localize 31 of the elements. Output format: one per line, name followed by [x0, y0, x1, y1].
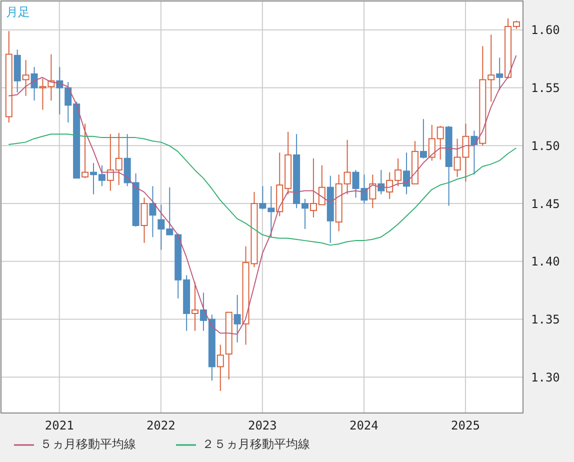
candlestick [140, 197, 148, 244]
candlestick [234, 294, 241, 343]
y-tick-label: 1.55 [531, 81, 560, 96]
x-tick-label: 2024 [349, 418, 378, 433]
x-tick-label: 2021 [44, 418, 74, 433]
y-tick-label: 1.35 [531, 312, 560, 327]
candlestick [496, 57, 504, 91]
y-tick-label: 1.40 [531, 254, 560, 269]
x-tick-label: 2023 [248, 418, 277, 433]
y-tick-label: 1.45 [531, 196, 560, 211]
x-tick-label: 2022 [146, 418, 176, 433]
x-tick-label: 2025 [451, 418, 480, 433]
y-tick-label: 1.30 [531, 370, 560, 384]
line-series [8, 54, 517, 335]
candlestick [22, 60, 30, 96]
candlestick [216, 344, 224, 392]
y-tick-label: 1.50 [531, 138, 560, 153]
candlestick [403, 152, 410, 195]
candlestick [200, 292, 207, 332]
chart-title: 月足 [6, 5, 30, 19]
legend-label: ２５ヵ月移動平均線 [202, 436, 310, 453]
legend-label: ５ヵ月移動平均線 [40, 436, 136, 453]
candlestick [420, 118, 427, 159]
candlestick [82, 123, 89, 179]
candlestick [470, 130, 478, 176]
candlestick [369, 174, 376, 209]
candlestick [30, 66, 38, 102]
line-series [8, 134, 517, 246]
y-tick-label: 1.60 [531, 23, 560, 38]
candlestick [192, 282, 199, 332]
candlestick [149, 186, 156, 238]
